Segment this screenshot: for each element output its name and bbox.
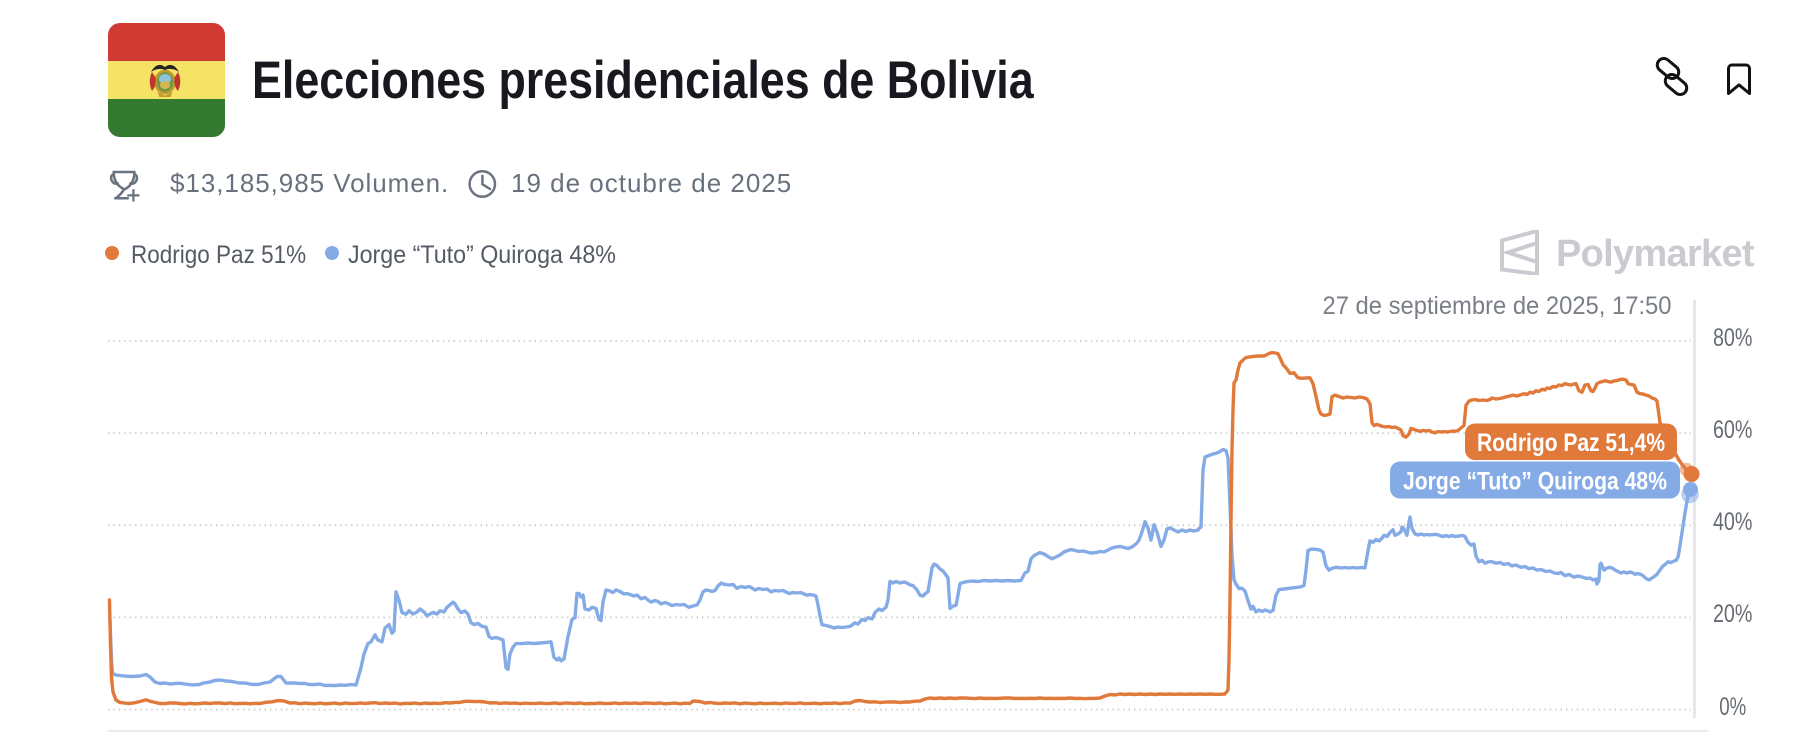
svg-text:20%: 20%: [1713, 600, 1753, 628]
svg-text:40%: 40%: [1713, 508, 1753, 536]
svg-text:Jorge “Tuto” Quiroga 48%: Jorge “Tuto” Quiroga 48%: [1403, 468, 1667, 496]
svg-text:27 de septiembre de 2025, 17:5: 27 de septiembre de 2025, 17:50: [1323, 292, 1672, 320]
svg-text:0%: 0%: [1719, 693, 1746, 721]
svg-text:80%: 80%: [1713, 324, 1753, 352]
svg-text:60%: 60%: [1713, 416, 1753, 444]
svg-text:Rodrigo Paz 51,4%: Rodrigo Paz 51,4%: [1477, 429, 1665, 457]
